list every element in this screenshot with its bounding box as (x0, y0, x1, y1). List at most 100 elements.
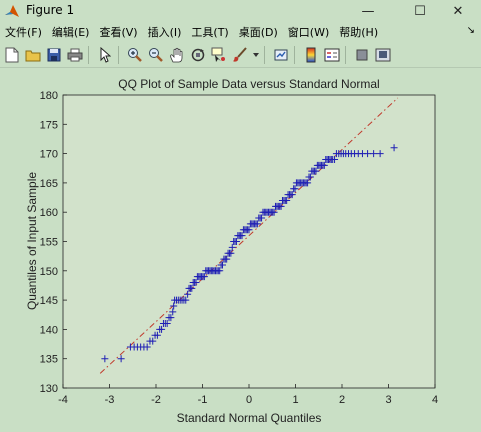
menu-tools[interactable]: 工具(T) (191, 26, 229, 39)
reference-line (99, 97, 399, 374)
window-title: Figure 1 (26, 3, 75, 17)
y-tick-label: 155 (40, 237, 58, 249)
menu-overflow-arrow-icon[interactable]: ↘ (466, 25, 475, 36)
data-point-marker (364, 150, 372, 158)
link-plot-icon[interactable] (272, 46, 290, 64)
x-tick-label: 4 (432, 394, 438, 406)
minimize-button[interactable]: — (361, 3, 375, 19)
data-point-marker (291, 185, 299, 193)
hide-plot-tools-icon[interactable] (353, 46, 371, 64)
data-point-marker (370, 150, 378, 158)
axes-background (63, 95, 435, 388)
zoom-out-icon[interactable] (147, 46, 165, 64)
data-point-marker (312, 167, 320, 175)
menu-view[interactable]: 查看(V) (99, 26, 138, 39)
data-point-marker (184, 290, 192, 298)
data-point-marker (143, 343, 151, 351)
x-tick-label: -1 (198, 394, 208, 406)
data-point-marker (223, 255, 231, 263)
data-point-marker (158, 325, 166, 333)
x-tick-label: 3 (385, 394, 391, 406)
data-point-marker (253, 220, 261, 228)
new-figure-icon[interactable] (3, 46, 21, 64)
data-point-marker (167, 314, 175, 322)
select-arrow-icon[interactable] (96, 46, 114, 64)
data-point-marker (216, 267, 224, 275)
data-point-marker (163, 320, 171, 328)
toolbar-separator (264, 45, 265, 64)
data-points (101, 144, 398, 363)
y-tick-label: 165 (40, 178, 58, 190)
close-button[interactable]: ✕ (452, 3, 464, 19)
menu-file[interactable]: 文件(F) (5, 26, 42, 39)
y-tick-label: 130 (40, 383, 58, 395)
data-point-marker (170, 302, 178, 310)
legend-icon[interactable] (323, 46, 341, 64)
open-file-icon[interactable] (24, 46, 42, 64)
save-icon[interactable] (45, 46, 63, 64)
data-point-marker (227, 249, 235, 257)
y-tick-label: 160 (40, 207, 58, 219)
data-point-marker (270, 208, 278, 216)
y-tick-label: 180 (40, 90, 58, 102)
figure-canvas: QQ Plot of Sample Data versus Standard N… (0, 68, 481, 428)
show-plot-tools-icon[interactable] (374, 46, 392, 64)
axis-ticks: -4 -3 -2 -1 0 1 2 3 4 130 135 140 145 150 155 160 165 170… (40, 90, 438, 406)
data-cursor-icon[interactable] (210, 46, 228, 64)
data-point-marker (188, 284, 196, 292)
rotate-3d-icon[interactable] (189, 46, 207, 64)
menu-edit[interactable]: 编辑(E) (51, 26, 90, 39)
data-point-marker (169, 308, 177, 316)
data-point-marker (200, 273, 208, 281)
matlab-app-icon (5, 5, 19, 17)
y-tick-label: 135 (40, 354, 58, 366)
data-point-marker (238, 232, 246, 240)
data-point-marker (218, 261, 226, 269)
menu-window[interactable]: 窗口(W) (287, 26, 330, 39)
menu-desktop[interactable]: 桌面(D) (238, 26, 278, 39)
toolbar-separator (118, 45, 119, 64)
data-point-marker (153, 331, 161, 339)
data-point-marker (376, 150, 384, 158)
x-tick-label: -2 (151, 394, 161, 406)
x-tick-label: 0 (246, 394, 252, 406)
data-point-marker (228, 243, 236, 251)
x-tick-label: 2 (339, 394, 345, 406)
data-point-marker (320, 161, 328, 169)
data-point-marker (288, 191, 296, 199)
maximize-button[interactable]: ☐ (414, 3, 426, 19)
menu-help[interactable]: 帮助(H) (339, 26, 379, 39)
zoom-in-icon[interactable] (126, 46, 144, 64)
toolbar-separator (345, 45, 346, 64)
y-tick-label: 140 (40, 324, 58, 336)
x-tick-label: -4 (58, 394, 68, 406)
data-point-marker (306, 173, 314, 181)
brush-dropdown-arrow-icon[interactable] (252, 46, 260, 64)
data-point-marker (245, 226, 253, 234)
y-tick-label: 145 (40, 295, 58, 307)
qq-plot[interactable]: QQ Plot of Sample Data versus Standard N… (0, 68, 481, 428)
data-point-marker (304, 179, 312, 187)
menu-bar: 文件(F) 编辑(E) 查看(V) 插入(I) 工具(T) 桌面(D) 窗口(W… (0, 22, 481, 42)
toolbar-separator (88, 45, 89, 64)
data-point-marker (277, 202, 285, 210)
menu-insert[interactable]: 插入(I) (147, 26, 182, 39)
data-point-marker (232, 238, 240, 245)
pan-hand-icon[interactable] (168, 46, 186, 64)
colorbar-icon[interactable] (302, 46, 320, 64)
data-point-marker (117, 355, 125, 363)
data-point-marker (283, 196, 291, 204)
chart-title: QQ Plot of Sample Data versus Standard N… (118, 77, 379, 91)
data-point-marker (258, 214, 266, 222)
brush-icon[interactable] (231, 46, 249, 64)
data-point-marker (192, 279, 200, 287)
print-icon[interactable] (66, 46, 84, 64)
y-axis-label: Quantiles of Input Sample (25, 172, 39, 310)
y-tick-label: 175 (40, 119, 58, 131)
title-bar: Figure 1 — ☐ ✕ (0, 0, 481, 22)
data-point-marker (182, 296, 190, 304)
data-point-marker (331, 155, 339, 163)
toolbar-separator (294, 45, 295, 64)
figure-toolbar (0, 42, 481, 68)
data-point-marker (390, 144, 398, 152)
